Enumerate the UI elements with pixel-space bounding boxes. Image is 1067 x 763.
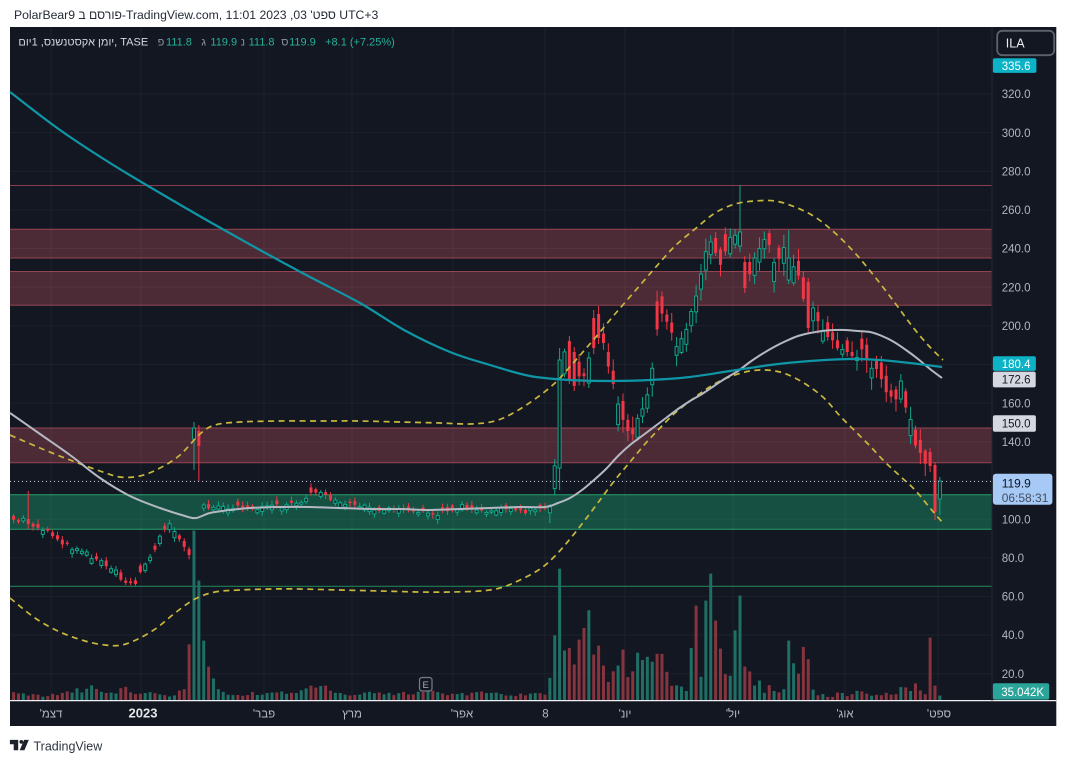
svg-text:ג: ג	[201, 36, 206, 48]
svg-text:TradingView: TradingView	[34, 740, 104, 754]
svg-text:80.0: 80.0	[1002, 553, 1024, 565]
svg-text:200.0: 200.0	[1002, 321, 1031, 333]
svg-text:⁧דצמ'⁩: ⁧דצמ'⁩	[40, 709, 63, 721]
svg-text:172.6: 172.6	[1002, 375, 1031, 387]
svg-text:06:58:31: 06:58:31	[1002, 491, 1049, 505]
svg-text:⁧אוג'⁩: ⁧אוג'⁩	[836, 709, 854, 721]
svg-text:E: E	[423, 680, 429, 691]
svg-text:ס: ס	[281, 36, 288, 48]
svg-text:35.042K: 35.042K	[1001, 687, 1044, 699]
svg-text:119.9: 119.9	[289, 36, 316, 48]
svg-text:140.0: 140.0	[1002, 437, 1031, 449]
svg-text:335.6: 335.6	[1002, 61, 1031, 73]
svg-text:150.0: 150.0	[1002, 419, 1031, 431]
svg-text:⁧פבר'⁩: ⁧פבר'⁩	[253, 709, 275, 721]
svg-text:פ: פ	[158, 36, 165, 48]
svg-text:יומן אקסטנשנס, 1יום, TASE: יומן אקסטנשנס, 1יום, TASE	[18, 36, 148, 48]
svg-text:נ: נ	[241, 36, 245, 48]
svg-text:260.0: 260.0	[1002, 205, 1031, 217]
svg-text:160.0: 160.0	[1002, 398, 1031, 410]
svg-text:100.0: 100.0	[1002, 514, 1031, 526]
svg-text:ILA: ILA	[1006, 36, 1025, 50]
svg-text:320.0: 320.0	[1002, 89, 1031, 101]
svg-text:111.8: 111.8	[249, 36, 275, 48]
svg-text:2023: 2023	[129, 706, 158, 721]
svg-text:20.0: 20.0	[1002, 669, 1024, 681]
svg-text:60.0: 60.0	[1002, 592, 1024, 604]
svg-text:300.0: 300.0	[1002, 128, 1031, 140]
svg-text:⁧ספט'⁩: ⁧ספט'⁩	[927, 709, 951, 721]
svg-text:⁧יונ'⁩: ⁧יונ'⁩	[619, 709, 632, 721]
svg-text:240.0: 240.0	[1002, 244, 1031, 256]
svg-text:280.0: 280.0	[1002, 167, 1031, 179]
svg-text:8: 8	[542, 709, 548, 721]
svg-text:119.9: 119.9	[1002, 477, 1031, 491]
svg-text:220.0: 220.0	[1002, 282, 1031, 294]
svg-text:PolarBear9 פורסם ב-TradingView: PolarBear9 פורסם ב-TradingView.com, ספט'…	[14, 8, 378, 22]
svg-text:⁧מרץ⁩: ⁧מרץ⁩	[342, 709, 362, 721]
svg-text:111.8: 111.8	[166, 36, 192, 48]
svg-text:119.9: 119.9	[210, 36, 237, 48]
svg-text:⁧אפר'⁩: ⁧אפר'⁩	[451, 709, 474, 721]
svg-text:40.0: 40.0	[1002, 630, 1024, 642]
svg-text:+8.1 (+7.25%): +8.1 (+7.25%)	[325, 36, 395, 48]
svg-text:⁧יול'⁩: ⁧יול'⁩	[726, 708, 740, 721]
svg-text:180.4: 180.4	[1002, 359, 1031, 371]
